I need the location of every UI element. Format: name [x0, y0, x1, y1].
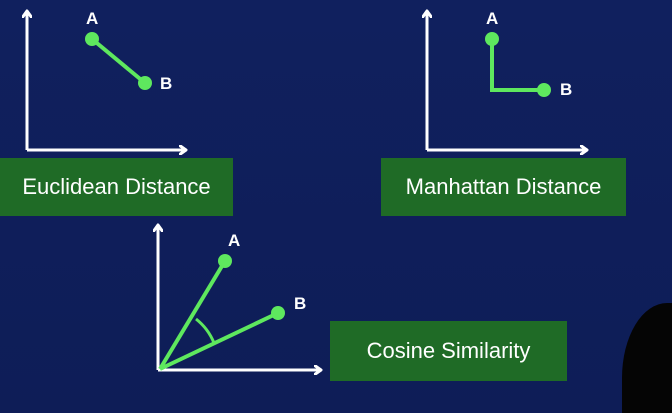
manhattan-label-b: B	[560, 80, 572, 99]
manhattan-path: A B	[485, 9, 572, 99]
cosine-angle-arc	[195, 317, 216, 344]
cosine-label-a: A	[228, 231, 240, 250]
cosine-point-a	[218, 254, 232, 268]
manhattan-point-b	[537, 83, 551, 97]
manhattan-distance-label: Manhattan Distance	[381, 158, 626, 216]
cosine-vector-a	[158, 259, 227, 371]
cosine-vector-b	[159, 311, 279, 371]
cosine-similarity-label: Cosine Similarity	[330, 321, 567, 381]
cosine-label-b: B	[294, 294, 306, 313]
manhattan-line	[490, 39, 544, 92]
euclidean-distance-label: Euclidean Distance	[0, 158, 233, 216]
euclidean-point-a	[85, 32, 99, 46]
cosine-point-b	[271, 306, 285, 320]
euclidean-line	[90, 37, 147, 85]
euclidean-label-b: B	[160, 74, 172, 93]
euclidean-axes	[27, 12, 185, 150]
euclidean-point-b	[138, 76, 152, 90]
euclidean-vector: A B	[85, 9, 172, 93]
cosine-axes	[158, 226, 320, 370]
manhattan-point-a	[485, 32, 499, 46]
manhattan-axes	[427, 12, 586, 150]
cosine-vectors: A B	[158, 231, 306, 371]
manhattan-label-a: A	[486, 9, 498, 28]
euclidean-label-a: A	[86, 9, 98, 28]
